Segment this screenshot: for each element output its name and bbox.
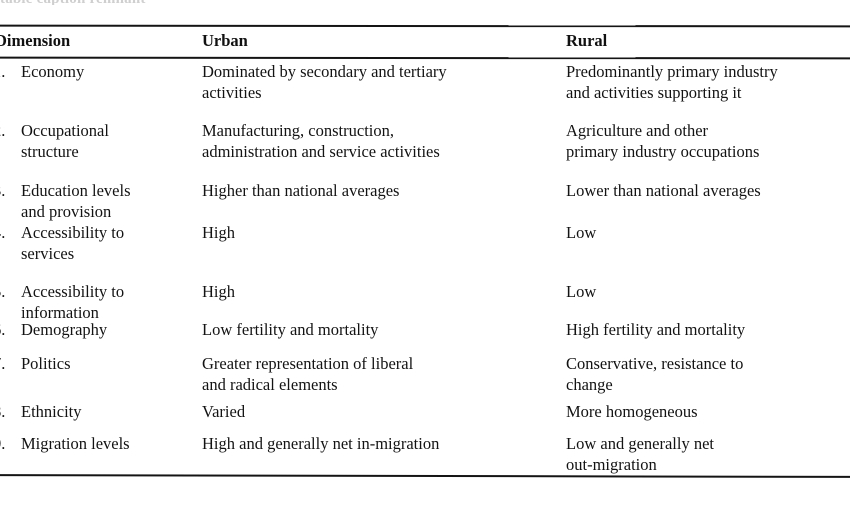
text-line: High and generally net in-migration — [202, 434, 440, 453]
cell-dimension: Ethnicity — [21, 402, 201, 423]
text-line: 6. — [0, 320, 6, 339]
cell-dimension: Accessibility to services — [21, 223, 201, 264]
cell-rural-value: Lower than national averages — [566, 181, 850, 202]
text-line: 2. — [0, 121, 6, 140]
text-line: 5. — [0, 282, 6, 301]
caption-remnant: table caption remnant — [0, 0, 300, 5]
cell-dimension: Education levels and provision — [21, 181, 201, 222]
column-header-dimension: Dimension — [0, 31, 71, 50]
cell-dimension: Politics — [21, 354, 201, 375]
text-line: Education levels — [21, 181, 131, 200]
text-line: Higher than national averages — [202, 181, 400, 200]
text-line: High — [202, 223, 235, 242]
text-line: change — [566, 374, 613, 394]
cell-dimension: Economy — [21, 62, 201, 83]
text-line: Predominantly primary industry — [566, 62, 778, 81]
table-top-rule — [0, 24, 850, 28]
cell-dimension: Occupational structure — [21, 121, 201, 162]
text-line: 7. — [0, 354, 6, 373]
text-line: Low — [566, 223, 597, 242]
row-number: 4. — [0, 223, 21, 244]
text-line: Politics — [21, 354, 71, 373]
row-number: 7. — [0, 354, 21, 375]
text-line: Greater representation of liberal — [202, 354, 414, 373]
text-line: Varied — [202, 402, 246, 421]
text-line: Accessibility to — [21, 223, 125, 242]
text-line: 9. — [0, 434, 6, 453]
cell-urban-value: Low fertility and mortality — [202, 320, 562, 341]
text-line: and radical elements — [202, 374, 338, 394]
cell-urban-value: High — [202, 282, 562, 303]
row-number: 2. — [0, 121, 21, 142]
cell-urban-value: Manufacturing, construction, administrati… — [202, 121, 562, 162]
cell-urban-value: High — [202, 223, 562, 244]
text-line: primary industry occupations — [566, 141, 760, 161]
cell-urban-value: Dominated by secondary and tertiary activ… — [202, 62, 562, 103]
table-header-rule — [0, 56, 850, 60]
cell-rural-value: Low — [566, 223, 850, 244]
row-number: 5. — [0, 282, 21, 303]
text-line: Economy — [21, 62, 85, 81]
text-line: Migration levels — [21, 434, 130, 453]
text-line: Conservative, resistance to — [566, 354, 744, 373]
text-line: High fertility and mortality — [566, 320, 746, 339]
text-line: Accessibility to — [21, 282, 125, 301]
cell-rural-value: High fertility and mortality — [566, 320, 850, 341]
text-line: out-migration — [566, 454, 657, 474]
text-line: Dominated by secondary and tertiary — [202, 62, 447, 81]
text-line: structure — [21, 141, 79, 161]
text-line: Low and generally net — [566, 434, 714, 453]
cell-urban-value: Varied — [202, 402, 562, 423]
text-line: 8. — [0, 402, 6, 421]
text-line: Lower than national averages — [566, 181, 761, 200]
text-line: Ethnicity — [21, 402, 82, 421]
text-line: 4. — [0, 223, 6, 242]
cell-dimension: Accessibility to information — [21, 282, 201, 323]
text-line: Low fertility and mortality — [202, 320, 379, 339]
text-line: Occupational — [21, 121, 109, 140]
text-line: 1. — [0, 62, 6, 81]
cell-rural-value: Conservative, resistance to change — [566, 354, 850, 395]
text-line: Agriculture and other — [566, 121, 709, 140]
cell-urban-value: High and generally net in-migration — [202, 434, 562, 455]
cell-urban-value: Higher than national averages — [202, 181, 562, 202]
row-number: 3. — [0, 181, 21, 202]
cell-rural-value: Low — [566, 282, 850, 303]
cell-urban-value: Greater representation of liberal and rad… — [202, 354, 562, 395]
text-line: High — [202, 282, 235, 301]
row-number: 9. — [0, 434, 21, 455]
text-line: and provision — [21, 201, 112, 221]
text-line: information — [21, 302, 99, 322]
text-line: 3. — [0, 181, 6, 200]
column-header-rural: Rural — [566, 31, 608, 50]
row-number: 1. — [0, 62, 21, 83]
cell-rural-value: Agriculture and other primary industry oc… — [566, 121, 850, 162]
column-header-urban: Urban — [202, 31, 248, 50]
text-line: services — [21, 243, 75, 263]
text-line: Manufacturing, construction, — [202, 121, 394, 140]
cell-rural-value: Predominantly primary industry and activi… — [566, 62, 850, 103]
cell-rural-value: More homogeneous — [566, 402, 850, 423]
cell-dimension: Demography — [21, 320, 201, 341]
row-number: 8. — [0, 402, 21, 423]
table-header-row: Dimension Urban Rural — [0, 30, 850, 56]
text-line: More homogeneous — [566, 402, 698, 421]
text-line: Demography — [21, 320, 108, 339]
text-line: Low — [566, 282, 597, 301]
text-line: administration and service activities — [202, 141, 440, 161]
cell-rural-value: Low and generally net out-migration — [566, 434, 850, 475]
row-number: 6. — [0, 320, 21, 341]
cell-dimension: Migration levels — [21, 434, 201, 455]
text-line: and activities supporting it — [566, 82, 742, 102]
text-line: activities — [202, 82, 262, 102]
